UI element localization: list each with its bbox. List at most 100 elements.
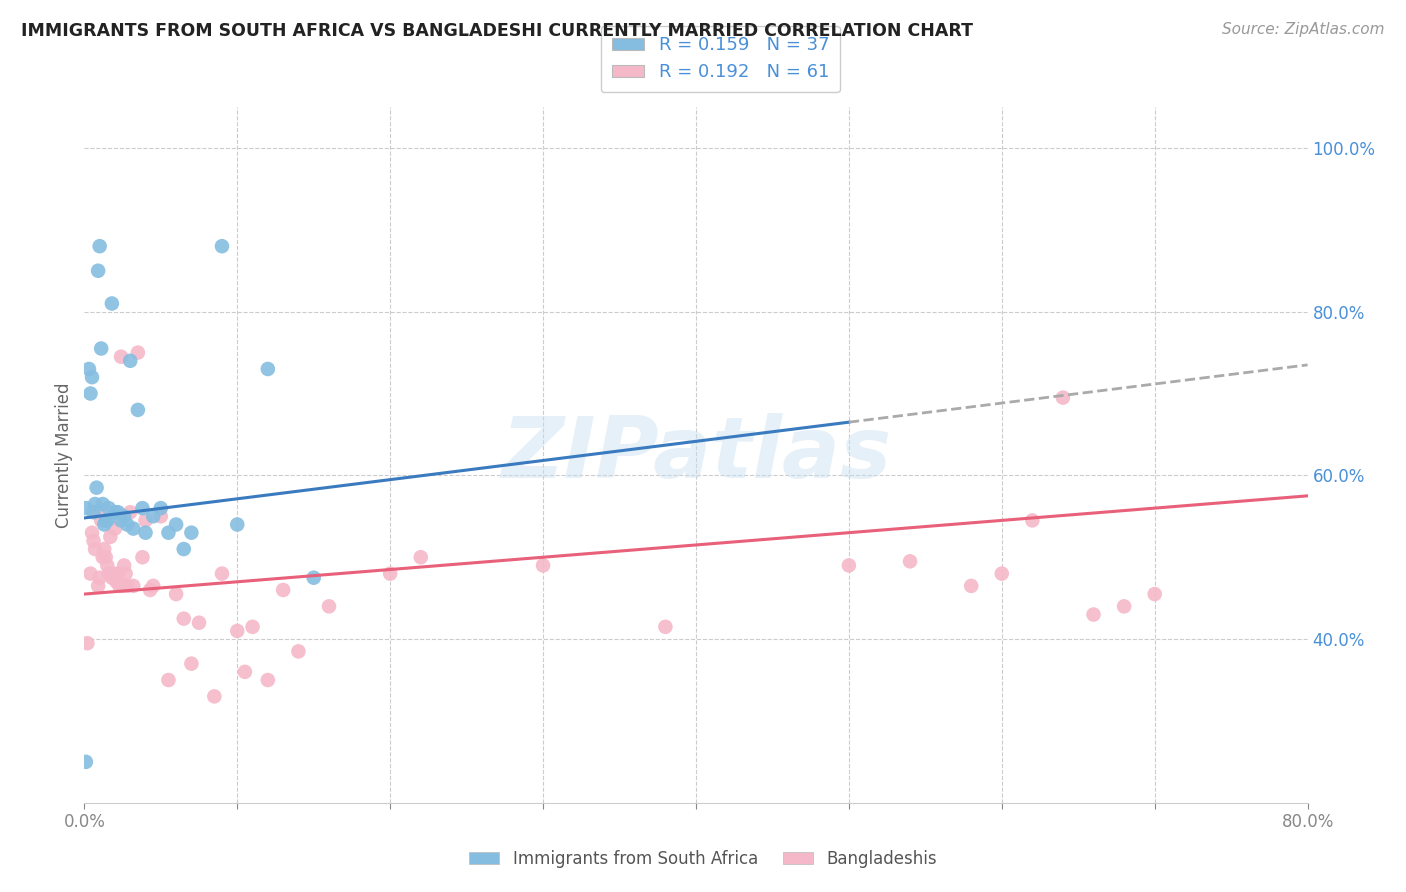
Point	[83, 533, 105, 548]
Point	[165, 517, 187, 532]
Text: IMMIGRANTS FROM SOUTH AFRICA VS BANGLADESHI CURRENTLY MARRIED CORRELATION CHART: IMMIGRANTS FROM SOUTH AFRICA VS BANGLADE…	[21, 22, 973, 40]
Point	[122, 579, 145, 593]
Legend: R = 0.159   N = 37, R = 0.192   N = 61: R = 0.159 N = 37, R = 0.192 N = 61	[600, 26, 839, 92]
Point	[91, 497, 114, 511]
Point	[93, 542, 115, 557]
Point	[101, 296, 124, 310]
Point	[1114, 599, 1136, 614]
Point	[107, 566, 129, 581]
Point	[89, 571, 111, 585]
Point	[87, 579, 110, 593]
Point	[91, 550, 114, 565]
Point	[142, 509, 165, 524]
Text: Source: ZipAtlas.com: Source: ZipAtlas.com	[1222, 22, 1385, 37]
Point	[173, 542, 195, 557]
Legend: Immigrants from South Africa, Bangladeshis: Immigrants from South Africa, Bangladesh…	[463, 844, 943, 875]
Point	[96, 558, 118, 573]
Point	[157, 525, 180, 540]
Point	[188, 615, 211, 630]
Point	[110, 350, 132, 364]
Point	[103, 566, 125, 581]
Point	[173, 612, 195, 626]
Point	[120, 505, 142, 519]
Point	[149, 509, 172, 524]
Point	[115, 579, 138, 593]
Point	[131, 501, 153, 516]
Point	[211, 239, 233, 253]
Point	[135, 513, 157, 527]
Point	[94, 513, 117, 527]
Point	[139, 582, 162, 597]
Point	[127, 403, 149, 417]
Point	[898, 554, 921, 568]
Point	[233, 665, 256, 679]
Point	[97, 501, 120, 516]
Point	[96, 513, 118, 527]
Point	[180, 525, 202, 540]
Point	[257, 673, 280, 687]
Point	[94, 550, 117, 565]
Point	[202, 690, 225, 704]
Point	[84, 497, 107, 511]
Point	[87, 264, 110, 278]
Point	[104, 522, 127, 536]
Point	[226, 624, 249, 638]
Point	[114, 566, 136, 581]
Point	[104, 505, 127, 519]
Point	[409, 550, 432, 565]
Point	[1083, 607, 1105, 622]
Point	[83, 505, 105, 519]
Point	[112, 509, 135, 524]
Point	[257, 362, 280, 376]
Text: ZIPatlas: ZIPatlas	[501, 413, 891, 497]
Point	[75, 755, 97, 769]
Point	[1021, 513, 1043, 527]
Point	[111, 579, 134, 593]
Point	[98, 530, 121, 544]
Point	[180, 657, 202, 671]
Point	[79, 566, 101, 581]
Point	[107, 505, 129, 519]
Point	[105, 574, 128, 589]
Point	[380, 566, 402, 581]
Point	[157, 673, 180, 687]
Point	[90, 342, 112, 356]
Point	[86, 481, 108, 495]
Point	[654, 620, 676, 634]
Point	[131, 550, 153, 565]
Point	[318, 599, 340, 614]
Point	[122, 522, 145, 536]
Point	[127, 345, 149, 359]
Point	[115, 517, 138, 532]
Point	[135, 525, 157, 540]
Point	[991, 566, 1014, 581]
Point	[1052, 391, 1074, 405]
Point	[142, 579, 165, 593]
Point	[90, 513, 112, 527]
Point	[79, 386, 101, 401]
Point	[165, 587, 187, 601]
Point	[1143, 587, 1166, 601]
Point	[80, 370, 103, 384]
Point	[242, 620, 264, 634]
Point	[93, 517, 115, 532]
Point	[101, 571, 124, 585]
Point	[120, 353, 142, 368]
Point	[80, 525, 103, 540]
Point	[89, 239, 111, 253]
Y-axis label: Currently Married: Currently Married	[55, 382, 73, 528]
Point	[271, 582, 294, 597]
Point	[77, 362, 100, 376]
Point	[838, 558, 860, 573]
Point	[86, 505, 108, 519]
Point	[287, 644, 309, 658]
Point	[302, 571, 325, 585]
Point	[226, 517, 249, 532]
Point	[211, 566, 233, 581]
Point	[76, 636, 98, 650]
Point	[110, 513, 132, 527]
Point	[84, 542, 107, 557]
Point	[531, 558, 554, 573]
Point	[75, 501, 97, 516]
Point	[149, 501, 172, 516]
